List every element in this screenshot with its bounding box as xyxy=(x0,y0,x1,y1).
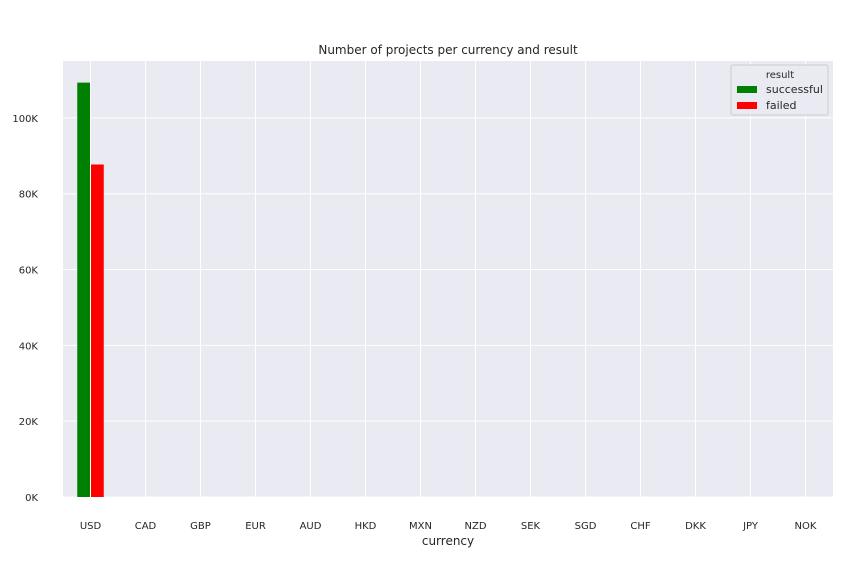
x-axis-ticks: USD CAD GBP EUR AUD HKD MXN NZD SEK SGD CHF DKK JPY N… xyxy=(80,521,817,532)
legend-entries: successful failed xyxy=(737,83,823,112)
x-tick-label: SGD xyxy=(575,521,597,532)
x-tick-label: JPY xyxy=(742,521,759,532)
y-tick-label: 20K xyxy=(19,417,39,428)
legend-label-failed: failed xyxy=(766,99,796,112)
legend-swatch-successful xyxy=(737,86,757,93)
x-tick-label: HKD xyxy=(355,521,377,532)
y-tick-label: 60K xyxy=(19,266,39,277)
legend-title: result xyxy=(766,70,794,81)
chart-title: Number of projects per currency and resu… xyxy=(318,43,578,57)
x-tick-label: EUR xyxy=(245,521,266,532)
x-tick-label: GBP xyxy=(190,521,211,532)
y-tick-label: 40K xyxy=(19,341,39,352)
x-tick-label: SEK xyxy=(521,521,541,532)
y-tick-label: 100K xyxy=(12,114,38,125)
grid xyxy=(63,61,833,498)
x-tick-label: MXN xyxy=(409,521,432,532)
x-tick-label: NOK xyxy=(795,521,817,532)
x-tick-label: NZD xyxy=(464,521,486,532)
plot-background xyxy=(63,61,833,497)
y-tick-label: 0K xyxy=(25,493,38,504)
x-tick-label: USD xyxy=(80,521,102,532)
bar-failed-USD xyxy=(91,164,104,497)
legend: result successful failed xyxy=(730,64,829,116)
x-tick-label: CAD xyxy=(135,521,157,532)
x-tick-label: AUD xyxy=(300,521,322,532)
legend-swatch-failed xyxy=(737,102,757,109)
x-tick-label: CHF xyxy=(630,521,651,532)
bars xyxy=(77,82,104,497)
x-axis-label: currency xyxy=(422,534,474,548)
legend-label-successful: successful xyxy=(766,83,823,96)
x-tick-label: DKK xyxy=(685,521,706,532)
y-tick-label: 80K xyxy=(19,190,39,201)
bar-successful-USD xyxy=(77,82,90,497)
y-axis-ticks: 0K 20K 40K 60K 80K 100K xyxy=(12,114,38,504)
